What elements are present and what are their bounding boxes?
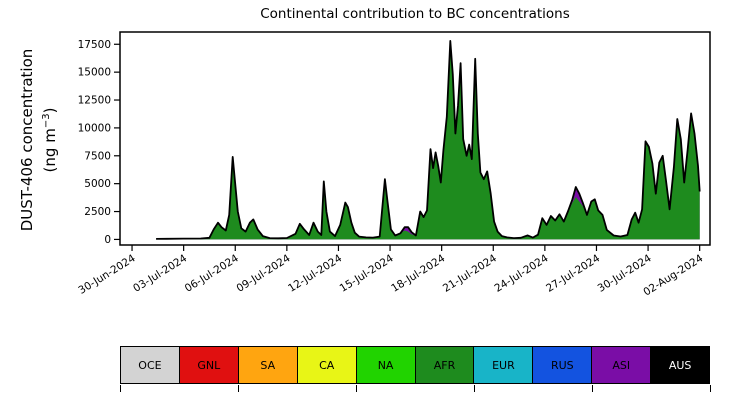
x-tick-label: 03-Jul-2024 bbox=[131, 252, 189, 295]
legend-axis-tick bbox=[238, 385, 239, 392]
x-tick-label: 21-Jul-2024 bbox=[441, 252, 499, 295]
x-tick-label: 09-Jul-2024 bbox=[234, 252, 292, 295]
y-tick-label: 7500 bbox=[84, 150, 111, 162]
y-axis-label-unit: (ng m−3) bbox=[41, 107, 59, 173]
legend-item-oce: OCE bbox=[121, 347, 180, 383]
y-tick-label: 17500 bbox=[78, 39, 111, 51]
legend-axis-tick bbox=[120, 385, 121, 392]
x-tick-label: 30-Jun-2024 bbox=[76, 252, 137, 297]
x-tick-label: 27-Jul-2024 bbox=[544, 252, 602, 295]
legend-item-afr: AFR bbox=[415, 347, 475, 383]
legend-item-aus: AUS bbox=[651, 347, 710, 383]
x-tick-label: 06-Jul-2024 bbox=[183, 252, 241, 295]
y-tick-label: 10000 bbox=[78, 122, 111, 134]
legend-item-ca: CA bbox=[297, 347, 357, 383]
y-tick-label: 0 bbox=[104, 234, 111, 246]
legend-axis-tick bbox=[710, 385, 711, 392]
y-tick-label: 5000 bbox=[84, 178, 111, 190]
legend-item-asi: ASI bbox=[592, 347, 652, 383]
legend-axis-tick bbox=[474, 385, 475, 392]
legend-item-rus: RUS bbox=[533, 347, 593, 383]
y-tick-label: 12500 bbox=[78, 95, 111, 107]
x-tick-label: 18-Jul-2024 bbox=[389, 252, 447, 295]
stack-outline bbox=[156, 40, 701, 240]
legend-axis-tick bbox=[592, 385, 593, 392]
legend-item-eur: EUR bbox=[474, 347, 534, 383]
legend-axis-tick bbox=[356, 385, 357, 392]
x-tick-label: 12-Jul-2024 bbox=[286, 252, 344, 295]
exponent: −3 bbox=[41, 113, 52, 129]
x-tick-label: 15-Jul-2024 bbox=[338, 252, 396, 295]
y-axis-label: DUST-406 concentration (ng m−3) bbox=[18, 10, 59, 270]
legend-item-na: NA bbox=[356, 347, 416, 383]
legend-item-sa: SA bbox=[238, 347, 298, 383]
y-tick-label: 2500 bbox=[84, 206, 111, 218]
y-tick-label: 15000 bbox=[78, 67, 111, 79]
chart-title: Continental contribution to BC concentra… bbox=[260, 6, 570, 22]
legend-item-gnl: GNL bbox=[179, 347, 239, 383]
x-tick-label: 24-Jul-2024 bbox=[492, 252, 550, 295]
axes-frame bbox=[119, 31, 711, 246]
legend: OCE GNL SA CA NA AFR EUR RUS ASI AUS bbox=[120, 346, 710, 384]
y-axis-label-line1: DUST-406 concentration bbox=[18, 48, 36, 232]
